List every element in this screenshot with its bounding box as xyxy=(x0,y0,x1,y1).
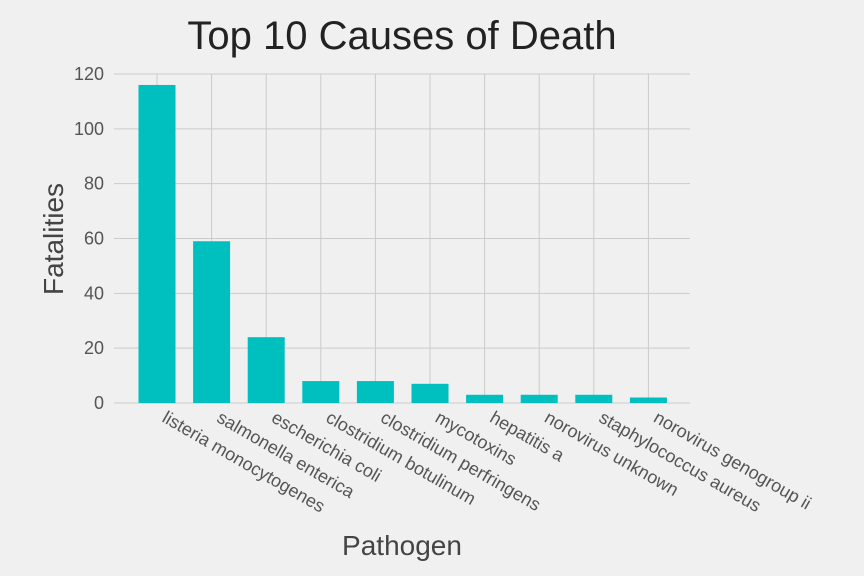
bar xyxy=(247,337,285,403)
bar xyxy=(520,394,558,403)
x-axis-label: Pathogen xyxy=(342,530,462,561)
y-axis-label: Fatalities xyxy=(38,183,69,295)
bar xyxy=(629,397,667,403)
bars xyxy=(138,84,667,403)
y-tick-label: 40 xyxy=(84,283,104,303)
grid xyxy=(114,73,690,404)
bar xyxy=(356,381,394,403)
bar xyxy=(575,394,613,403)
bar xyxy=(411,383,449,403)
y-tick-label: 80 xyxy=(84,174,104,194)
y-tick-label: 60 xyxy=(84,229,104,249)
bar xyxy=(302,381,340,403)
y-tick-label: 0 xyxy=(94,393,104,413)
bar xyxy=(138,84,176,403)
y-tick-label: 120 xyxy=(74,64,104,84)
bar xyxy=(466,394,504,403)
y-tick-label: 20 xyxy=(84,338,104,358)
bar xyxy=(193,241,231,403)
y-axis-ticks: 0 20 40 60 80 100 120 xyxy=(74,64,104,413)
y-tick-label: 100 xyxy=(74,119,104,139)
chart-title: Top 10 Causes of Death xyxy=(187,14,616,58)
